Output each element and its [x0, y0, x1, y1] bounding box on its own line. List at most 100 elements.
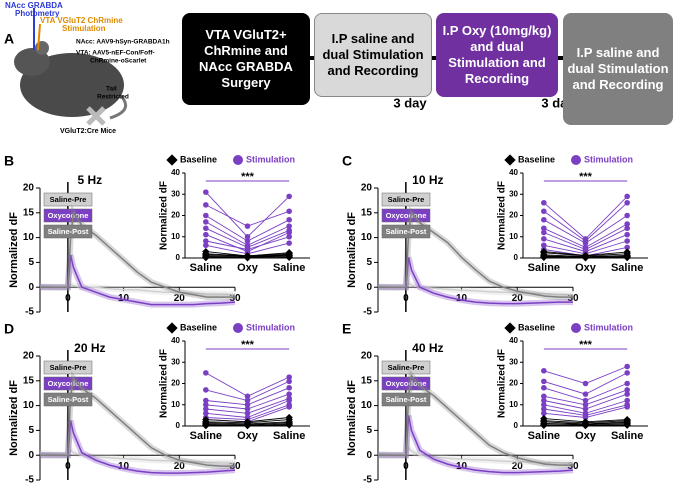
data-point [540, 421, 548, 430]
y-tick-label: 20 [23, 183, 35, 194]
legend-label: Stimulation [584, 154, 633, 164]
legend-swatch [43, 392, 93, 407]
data-point [203, 231, 209, 238]
series-line [378, 257, 573, 305]
y-tick-label: 40 [171, 336, 180, 345]
data-point [540, 247, 548, 256]
subject-line [205, 191, 290, 238]
data-point [624, 231, 630, 238]
data-point [202, 253, 210, 262]
x-tick-label: 0 [65, 293, 71, 304]
data-point [286, 391, 292, 397]
data-point [286, 374, 292, 380]
legend-label: Baseline [180, 154, 217, 164]
data-point [623, 421, 631, 429]
x-tick-label: Oxy [237, 430, 259, 442]
y-axis-label: Normalized dF [159, 349, 170, 418]
interval-label: 3 day [393, 95, 427, 110]
legend-marker [166, 322, 178, 334]
data-point [582, 406, 589, 412]
legend-label: Baseline [180, 322, 217, 332]
data-point [203, 242, 209, 249]
data-point [624, 370, 630, 376]
tail-label: Tail [106, 86, 117, 93]
data-point [541, 378, 547, 385]
x-tick-label: Saline [528, 262, 560, 274]
y-tick-label: 15 [361, 375, 373, 386]
data-point [582, 391, 589, 397]
y-tick-label: 5 [366, 425, 372, 436]
y-tick-label: 10 [23, 400, 35, 411]
y-tick-label: 0 [176, 253, 181, 262]
data-point [624, 363, 630, 370]
data-point [286, 378, 292, 385]
data-point [285, 421, 293, 429]
legend-label: Saline-Post [386, 395, 427, 404]
legend-label: Saline-Post [48, 227, 89, 236]
data-point [624, 238, 630, 244]
series-line [39, 449, 236, 464]
y-tick-label: 10 [171, 232, 180, 241]
x-tick-label: 20 [512, 293, 524, 304]
data-point [582, 401, 589, 408]
data-point [286, 223, 292, 229]
y-axis-label: Normalized dF [8, 212, 20, 288]
legend-marker [233, 155, 243, 165]
legend-label: Oxycodone [48, 211, 89, 220]
x-tick-label: 0 [403, 293, 409, 304]
x-tick-label: Oxy [575, 262, 597, 274]
y-axis-label: Normalized dF [497, 349, 508, 418]
x-tick-label: Saline [611, 262, 643, 274]
data-point [286, 233, 292, 240]
mouse-head [14, 48, 50, 76]
y-tick-label: 20 [171, 379, 180, 388]
photometry-label: Photometry [15, 9, 60, 18]
data-point [582, 414, 589, 421]
y-tick-label: 10 [171, 400, 180, 409]
chart-title: 10 Hz [412, 173, 443, 187]
legend-marker [504, 322, 516, 334]
x-tick-label: Saline [528, 430, 560, 442]
series-line [39, 283, 236, 296]
y-tick-label: 40 [171, 168, 180, 177]
y-tick-label: 10 [361, 232, 373, 243]
data-point [624, 387, 630, 393]
data-point [202, 415, 210, 424]
y-axis-label: Normalized dF [346, 380, 358, 456]
stimulation-label: Stimulation [62, 24, 106, 33]
subject-line [543, 196, 628, 240]
photometry-label: NAcc GRABDA [5, 1, 63, 10]
step-box: VTA VGluT2+ ChRmine and NAcc GRABDA Surg… [182, 13, 310, 105]
data-point [244, 246, 251, 253]
legend-label: Saline-Pre [50, 363, 87, 372]
data-point [203, 387, 209, 393]
legend-swatch [381, 224, 431, 239]
data-point [540, 414, 548, 423]
series-line [378, 374, 573, 466]
virus-label: VTA: AAV5-nEF-Con/Foff- [76, 50, 155, 57]
data-point [244, 401, 251, 408]
legend-label: Stimulation [246, 322, 295, 332]
data-point [581, 421, 590, 430]
y-tick-label: -5 [25, 307, 34, 318]
data-point [624, 244, 630, 251]
legend-label: Stimulation [584, 322, 633, 332]
y-tick-label: 20 [23, 351, 35, 362]
x-tick-label: 10 [456, 293, 468, 304]
data-point [285, 413, 293, 422]
legend-swatch [381, 208, 431, 223]
step-box: I.P saline and dual Stimulation and Reco… [314, 13, 432, 97]
y-axis-label: Normalized dF [346, 212, 358, 288]
y-tick-label: 0 [176, 421, 181, 430]
significance-label: *** [579, 171, 593, 183]
y-tick-label: 30 [171, 357, 180, 366]
legend-marker [571, 323, 581, 333]
chart-title: 5 Hz [78, 173, 103, 187]
data-point [244, 406, 251, 412]
data-point [582, 397, 589, 404]
legend-marker [571, 155, 581, 165]
legend-swatch [43, 360, 93, 375]
y-tick-label: 15 [23, 375, 35, 386]
series-line [40, 210, 235, 298]
data-point [541, 225, 547, 232]
